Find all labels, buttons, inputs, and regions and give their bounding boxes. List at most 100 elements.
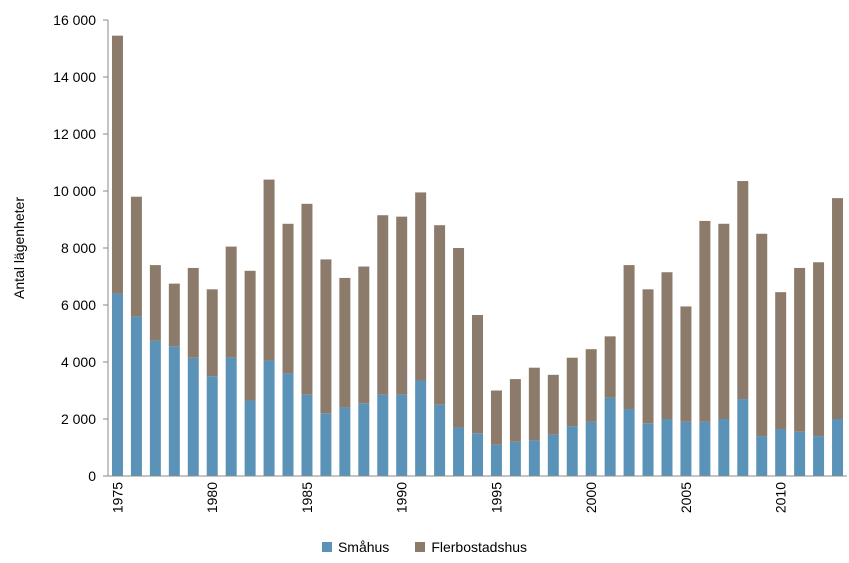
bar-flerbostadshus <box>263 179 275 361</box>
y-tick-label: 16 000 <box>53 12 96 28</box>
bar-flerbostadshus <box>301 203 313 395</box>
x-tick-label: 1995 <box>488 482 504 513</box>
bar-flerbostadshus <box>604 336 616 398</box>
y-tick-label: 14 000 <box>53 69 96 85</box>
x-tick-label: 2000 <box>583 482 599 513</box>
bar-smahus <box>472 433 483 476</box>
bar-flerbostadshus <box>490 390 502 445</box>
legend-label-smahus: Småhus <box>337 539 390 555</box>
bar-flerbostadshus <box>130 196 142 317</box>
bar-smahus <box>149 340 161 476</box>
bar-smahus <box>187 357 199 476</box>
bar-smahus <box>623 409 635 476</box>
legend-swatch-flerbostadshus <box>415 542 426 552</box>
bar-smahus <box>263 360 275 476</box>
bar-flerbostadshus <box>282 223 294 374</box>
bar-flerbostadshus <box>623 265 635 410</box>
bar-flerbostadshus <box>206 289 218 377</box>
y-tick-label: 12 000 <box>53 126 96 142</box>
bar-flerbostadshus <box>244 270 256 401</box>
legend-label-flerbostadshus: Flerbostadshus <box>431 539 528 555</box>
x-tick-label: 1985 <box>299 482 315 513</box>
bar-flerbostadshus <box>775 292 787 429</box>
bar-smahus <box>301 394 313 476</box>
bar-smahus <box>642 423 654 476</box>
y-tick-label: 6 000 <box>61 297 96 313</box>
bar-smahus <box>225 357 237 476</box>
bar-flerbostadshus <box>756 233 768 437</box>
x-axis-ticks: 1975 1980 1985 1990 1995 2000 2005 2010 <box>109 482 788 513</box>
bar-flerbostadshus <box>699 220 711 422</box>
bar-flerbostadshus <box>111 35 123 294</box>
bar-smahus <box>604 397 616 476</box>
bar-smahus <box>547 434 559 476</box>
bar-flerbostadshus <box>566 357 578 427</box>
bar-flerbostadshus <box>718 223 730 419</box>
bar-flerbostadshus <box>453 248 465 428</box>
y-axis-label: Antal lägenheter <box>11 197 27 299</box>
bar-flerbostadshus <box>415 192 427 381</box>
bar-smahus <box>718 419 730 476</box>
bar-smahus <box>699 421 711 476</box>
bar-flerbostadshus <box>813 262 825 437</box>
bar-smahus <box>661 419 673 476</box>
y-tick-label: 8 000 <box>61 240 96 256</box>
bar-smahus <box>775 428 787 476</box>
bar-flerbostadshus <box>396 216 408 395</box>
bar-smahus <box>794 431 806 476</box>
x-tick-label: 1980 <box>204 482 220 513</box>
y-axis-ticks: 0 2 000 4 000 6 000 8 000 10 000 12 000 14 000 1… <box>53 12 108 484</box>
bar-smahus <box>358 403 370 476</box>
bar-flerbostadshus <box>225 246 237 358</box>
bar-smahus <box>168 346 180 476</box>
bar-smahus <box>377 394 389 476</box>
legend-swatch-smahus <box>321 542 332 552</box>
bar-smahus <box>832 419 844 476</box>
bar-smahus <box>111 293 123 476</box>
bar-smahus <box>206 376 218 476</box>
bar-smahus <box>415 380 427 476</box>
bar-smahus <box>453 427 465 476</box>
bar-flerbostadshus <box>168 283 180 347</box>
y-tick-label: 10 000 <box>53 183 96 199</box>
bar-flerbostadshus <box>472 314 483 434</box>
bar-flerbostadshus <box>339 277 351 408</box>
bar-flerbostadshus <box>358 266 370 404</box>
bars <box>111 35 844 476</box>
bar-smahus <box>490 444 502 476</box>
x-tick-label: 1975 <box>109 482 125 513</box>
bar-flerbostadshus <box>434 225 446 405</box>
bar-flerbostadshus <box>661 272 673 419</box>
bar-flerbostadshus <box>149 265 161 341</box>
legend-item-flerbostadshus: Flerbostadshus <box>415 539 527 555</box>
bar-smahus <box>528 440 540 476</box>
legend: Småhus Flerbostadshus <box>0 539 849 555</box>
bar-smahus <box>756 436 768 476</box>
x-tick-label: 2005 <box>678 482 694 513</box>
bar-flerbostadshus <box>642 289 654 424</box>
bar-smahus <box>434 404 446 476</box>
bar-flerbostadshus <box>528 367 540 441</box>
x-tick-label: 1990 <box>394 482 410 513</box>
bar-smahus <box>566 426 578 476</box>
bar-smahus <box>396 394 408 476</box>
bar-smahus <box>320 413 332 476</box>
bar-flerbostadshus <box>832 198 844 419</box>
bar-flerbostadshus <box>377 215 389 395</box>
legend-item-smahus: Småhus <box>321 539 390 555</box>
bar-smahus <box>130 316 142 476</box>
bar-flerbostadshus <box>737 181 749 400</box>
bar-flerbostadshus <box>320 259 332 414</box>
bar-smahus <box>339 407 351 476</box>
bar-flerbostadshus <box>794 267 806 432</box>
bar-smahus <box>813 436 825 476</box>
y-tick-label: 2 000 <box>61 411 96 427</box>
bar-smahus <box>282 373 294 476</box>
bar-flerbostadshus <box>509 379 521 442</box>
bar-smahus <box>680 421 692 476</box>
bar-flerbostadshus <box>187 267 199 358</box>
bar-flerbostadshus <box>585 349 597 422</box>
bar-smahus <box>737 399 749 476</box>
bar-flerbostadshus <box>547 374 559 435</box>
